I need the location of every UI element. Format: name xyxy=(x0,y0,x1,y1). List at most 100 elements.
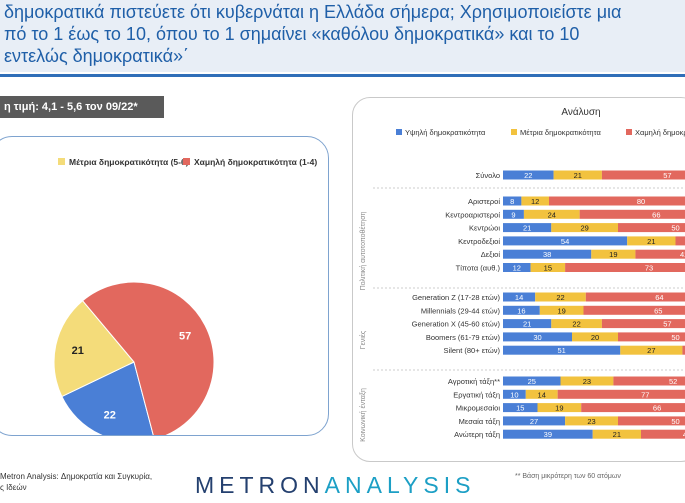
bar-segment xyxy=(521,196,549,206)
logo-thin: ANALYSIS xyxy=(324,472,476,498)
row-label: Κεντροαριστεροί xyxy=(445,210,500,219)
bar-value-label: 77 xyxy=(641,390,649,399)
bar-segment xyxy=(601,170,685,180)
footer-note: ** Βάση μικρότερη των 60 ατόμων xyxy=(515,473,621,480)
bar-value-label: 9 xyxy=(511,210,515,219)
bar-segment xyxy=(591,249,636,259)
bar-value-label: 80 xyxy=(637,197,645,206)
bar-segment xyxy=(503,416,566,426)
bar-segment xyxy=(583,305,685,315)
bar-segment xyxy=(551,223,618,233)
bar-value-label: 29 xyxy=(580,224,588,233)
bar-segment xyxy=(682,345,685,355)
bar-value-label: 21 xyxy=(523,224,531,233)
bar-segment xyxy=(503,292,536,302)
bar-segment xyxy=(557,389,685,399)
logo-bold: METRON xyxy=(195,472,325,498)
source-line-2: ς Ιδεών xyxy=(0,483,27,492)
row-label: Generation Z (17-28 ετών) xyxy=(412,293,500,302)
bar-value-label: 15 xyxy=(516,404,524,413)
bar-segment xyxy=(503,389,526,399)
bar-segment xyxy=(503,345,621,355)
pie-slice-2 xyxy=(81,281,215,435)
bar-value-label: 21 xyxy=(523,320,531,329)
bar-value-label: 73 xyxy=(645,264,653,273)
metron-analysis-logo: METRONANALYSIS xyxy=(195,472,475,499)
bar-segment xyxy=(539,305,584,315)
bar-value-label: 19 xyxy=(555,404,563,413)
bar-value-label: 22 xyxy=(524,171,532,180)
row-label: Millennials (29-44 ετών) xyxy=(421,306,501,315)
bar-segment xyxy=(585,292,685,302)
bar-value-label: 20 xyxy=(591,333,599,342)
bar-segment xyxy=(503,263,531,272)
bar-segment xyxy=(530,263,566,272)
bar-value-label: 12 xyxy=(531,197,539,206)
title-line-3: εντελώς δημοκρατικά»΄ xyxy=(4,46,189,66)
bar-value-label: 54 xyxy=(561,237,569,246)
bar-value-label: 57 xyxy=(663,171,671,180)
row-label: Αγροτική τάξη** xyxy=(448,377,500,386)
average-banner: η τιμή: 4,1 - 5,6 τον 09/22* xyxy=(0,96,164,118)
source-line-1: Metron Analysis: Δημοκρατία και Συγκυρία… xyxy=(0,472,153,481)
bar-segment xyxy=(551,319,602,329)
bar-segment xyxy=(553,170,602,180)
bar-segment xyxy=(620,345,683,355)
analysis-title: Ανάλυση xyxy=(561,106,600,118)
bar-segment xyxy=(627,236,676,246)
bar-legend-swatch-0 xyxy=(396,129,402,135)
pie-legend-swatch-1 xyxy=(58,158,65,165)
bar-value-label: 64 xyxy=(655,293,663,302)
pie-value-label-2: 57 xyxy=(179,331,191,343)
bar-segment xyxy=(618,332,685,342)
bar-value-label: 23 xyxy=(587,417,595,426)
bar-value-label: 24 xyxy=(548,210,556,219)
bar-value-label: 14 xyxy=(538,390,546,399)
bar-value-label: 30 xyxy=(533,333,541,342)
row-label: Σύνολο xyxy=(476,171,500,180)
row-label: Κεντρώοι xyxy=(469,224,500,233)
pie-value-label-0: 22 xyxy=(104,409,116,421)
pie-legend-label-2: Χαμηλή δημοκρατικότητα (1-4) xyxy=(194,157,317,167)
title-line-2: πό το 1 έως το 10, όπου το 1 σημαίνει «κ… xyxy=(4,24,580,44)
row-label: Boomers (61-79 ετών) xyxy=(426,333,501,342)
bar-value-label: 23 xyxy=(583,377,591,386)
bar-segment xyxy=(592,429,641,439)
title-bar: δημοκρατικά πιστεύετε ότι κυβερνάται η Ε… xyxy=(0,0,685,72)
row-label: Κεντροδεξιοί xyxy=(458,237,500,246)
bar-value-label: 38 xyxy=(543,250,551,259)
bar-segment xyxy=(503,236,628,246)
bar-value-label: 25 xyxy=(528,377,536,386)
pie-slice-0 xyxy=(61,361,154,435)
bar-value-label: 16 xyxy=(517,306,525,315)
bar-segment xyxy=(503,429,593,439)
bar-segment xyxy=(503,376,561,386)
bar-value-label: 14 xyxy=(515,293,523,302)
row-label: Αριστεροί xyxy=(468,197,500,206)
pie-legend-swatch-2 xyxy=(183,158,190,165)
bar-value-label: 8 xyxy=(510,197,514,206)
bar-legend-label-0: Υψηλή δημοκρατικότητα xyxy=(405,128,486,137)
bar-segment xyxy=(581,403,685,413)
bar-segment xyxy=(675,236,685,246)
bar-value-label: 21 xyxy=(647,237,655,246)
row-label: Μικρομεσαίοι xyxy=(456,404,501,413)
row-label: Μεσαία τάξη xyxy=(459,417,500,426)
bar-segment xyxy=(503,170,554,180)
title-underline xyxy=(0,74,685,77)
row-label: Δεξιοί xyxy=(481,250,501,259)
bar-segment xyxy=(503,319,552,329)
bar-value-label: 21 xyxy=(613,430,621,439)
footer-source: Metron Analysis: Δημοκρατία και Συγκυρία… xyxy=(0,471,152,493)
bar-segment xyxy=(503,223,552,233)
bar-segment xyxy=(535,292,586,302)
bar-legend-swatch-1 xyxy=(511,129,517,135)
bar-segment xyxy=(641,429,685,439)
bar-value-label: 39 xyxy=(544,430,552,439)
bar-segment xyxy=(565,263,685,272)
bar-segment xyxy=(549,196,685,206)
bar-value-label: 40 xyxy=(683,430,685,439)
bar-value-label: 50 xyxy=(671,417,679,426)
title-line-1: δημοκρατικά πιστεύετε ότι κυβερνάται η Ε… xyxy=(4,2,622,22)
row-label: Εργατική τάξη xyxy=(453,390,500,399)
